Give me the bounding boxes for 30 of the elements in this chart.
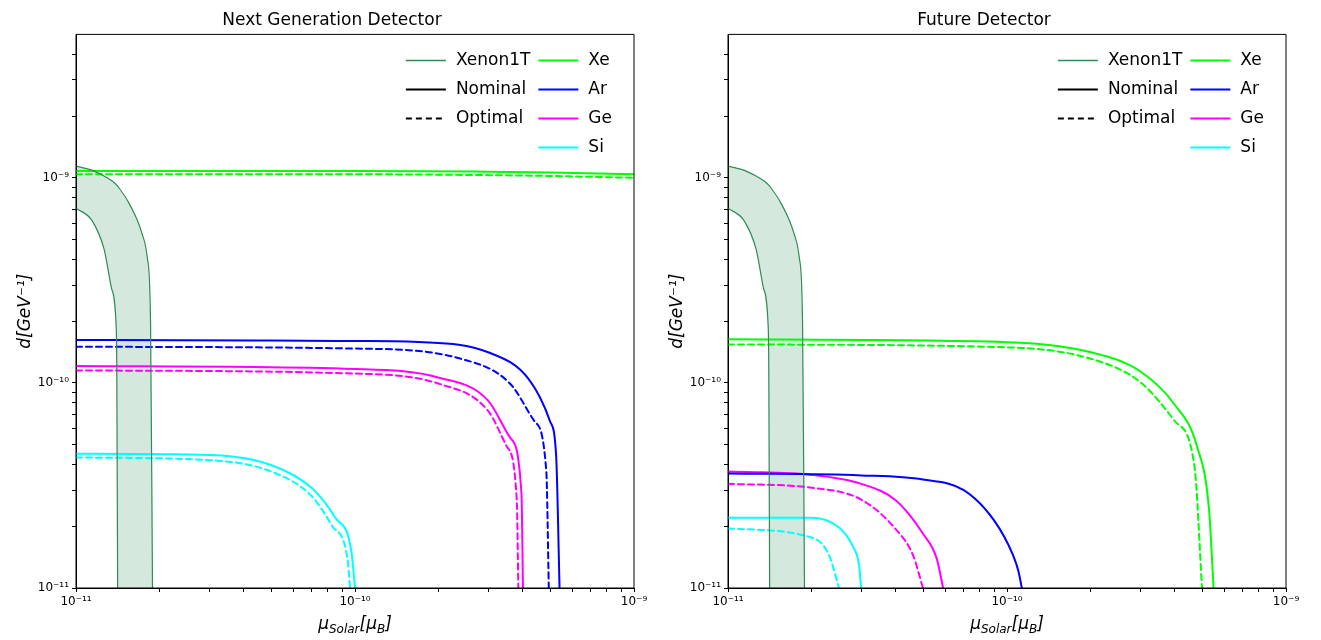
- legend-label: Si: [1240, 135, 1256, 156]
- y-axis-title: d[GeV⁻¹]: [14, 273, 35, 349]
- y-tick-label: 10⁻⁹: [42, 169, 70, 184]
- x-tick-label: 10⁻⁹: [620, 594, 648, 609]
- y-tick-label: 10⁻¹¹: [37, 580, 70, 595]
- legend-label: Ar: [1240, 77, 1259, 98]
- chart-title: Next Generation Detector: [222, 8, 442, 29]
- chart-title: Future Detector: [917, 8, 1051, 29]
- legend-label: Si: [588, 135, 604, 156]
- legend-label: Ar: [588, 77, 607, 98]
- legend-label: Xenon1T: [1107, 48, 1183, 69]
- y-axis-title: d[GeV⁻¹]: [666, 273, 687, 349]
- legend-label: Optimal: [1107, 106, 1176, 127]
- x-tick-label: 10⁻¹¹: [60, 594, 92, 609]
- x-tick-label: 10⁻⁹: [1272, 594, 1300, 609]
- y-tick-label: 10⁻¹⁰: [37, 375, 70, 390]
- legend-label: Ge: [588, 106, 613, 127]
- legend-label: Nominal: [455, 77, 527, 98]
- legend-label: Xenon1T: [455, 48, 531, 69]
- legend-label: Xe: [588, 48, 610, 69]
- legend-label: Ge: [1240, 106, 1265, 127]
- y-tick-label: 10⁻⁹: [694, 169, 722, 184]
- y-tick-label: 10⁻¹⁰: [689, 375, 722, 390]
- x-tick-label: 10⁻¹⁰: [339, 594, 371, 609]
- y-tick-label: 10⁻¹¹: [689, 580, 722, 595]
- x-tick-label: 10⁻¹¹: [712, 594, 744, 609]
- legend-label: Optimal: [455, 106, 524, 127]
- legend-label: Nominal: [1107, 77, 1179, 98]
- legend-label: Xe: [1240, 48, 1262, 69]
- x-tick-label: 10⁻¹⁰: [991, 594, 1023, 609]
